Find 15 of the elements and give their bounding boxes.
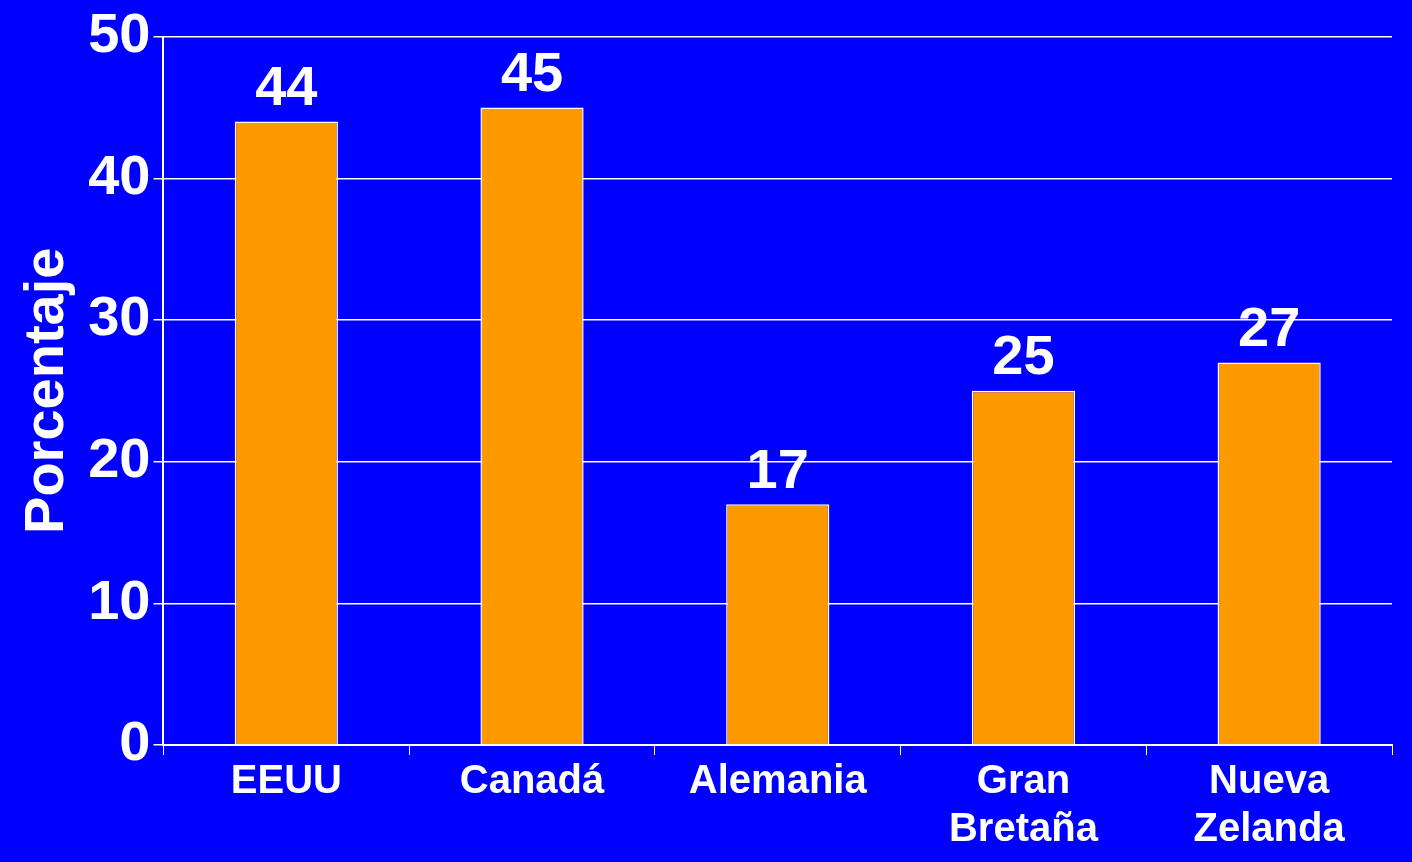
x-tick-label: Gran Bretaña [948,757,1099,850]
y-tick-label: 50 [88,1,151,65]
x-tick-label: EEUU [230,757,342,802]
data-label: 25 [992,323,1055,387]
x-tick-label: Alemania [688,757,868,802]
y-tick-label: 40 [88,142,151,206]
y-tick-label: 20 [88,426,151,490]
y-tick-label: 30 [88,284,151,348]
y-tick-label: 0 [119,709,151,773]
y-tick-label: 10 [88,567,151,631]
data-label: 44 [255,54,318,118]
x-tick-label: Canadá [459,757,606,802]
data-label: 45 [500,39,564,103]
y-axis-title: Porcentaje [12,247,76,534]
x-tick-label: Nueva Zelanda [1193,757,1346,850]
